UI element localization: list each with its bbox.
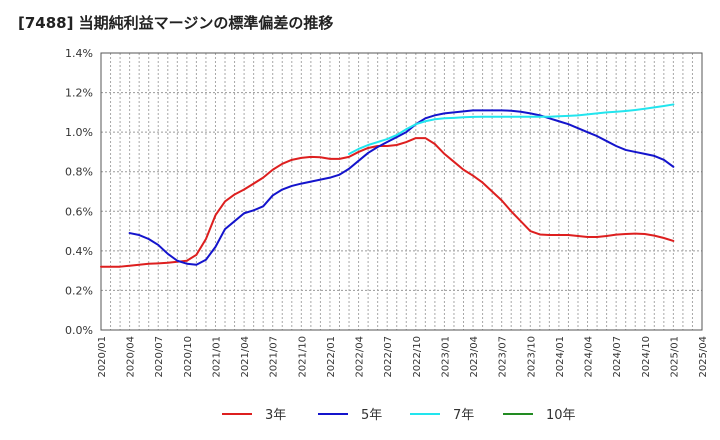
x-tick-label: 2023/04 (469, 336, 480, 378)
y-tick-label: 0.4% (65, 245, 93, 258)
x-tick-label: 2024/07 (612, 336, 623, 378)
legend-label-2: 7年 (453, 408, 474, 423)
series-line-2 (348, 103, 675, 155)
y-tick-label: 0.8% (65, 166, 93, 179)
x-tick-label: 2024/04 (584, 336, 595, 378)
x-tick-label: 2020/01 (97, 336, 108, 378)
x-tick-label: 2022/07 (383, 336, 394, 378)
chart-title: [7488] 当期純利益マージンの標準偏差の推移 (18, 14, 334, 32)
series-line-1 (128, 109, 675, 266)
legend-label-3: 10年 (546, 408, 576, 423)
series-line-0 (100, 137, 675, 268)
plot-background (101, 53, 702, 330)
axis-layer: 0.0% 0.2% 0.4% 0.6% 0.8% 1.0% 1.2% 1.4% 2020/01 2… (65, 47, 709, 378)
grid-layer (100, 52, 703, 331)
legend-label-1: 5年 (361, 408, 382, 423)
x-tick-label: 2024/01 (555, 336, 566, 378)
legend-label-0: 3年 (265, 408, 286, 423)
x-tick-label: 2023/07 (498, 336, 509, 378)
y-tick-label: 1.0% (65, 126, 93, 139)
x-tick-label: 2020/04 (126, 336, 137, 378)
series-layer (100, 103, 675, 268)
y-tick-label: 0.0% (65, 324, 93, 337)
x-tick-label: 2021/07 (269, 336, 280, 378)
x-tick-label: 2025/01 (669, 336, 680, 378)
x-tick-label: 2022/01 (326, 336, 337, 378)
y-tick-label: 1.2% (65, 87, 93, 100)
y-tick-label: 0.2% (65, 284, 93, 297)
x-tick-label: 2020/07 (154, 336, 165, 378)
x-tick-label: 2023/01 (440, 336, 451, 378)
x-tick-label: 2020/10 (183, 336, 194, 378)
y-tick-label: 1.4% (65, 47, 93, 60)
x-tick-label: 2021/01 (211, 336, 222, 378)
x-tick-label: 2025/04 (698, 336, 709, 378)
plot-frame (100, 52, 703, 331)
x-tick-label: 2024/10 (641, 336, 652, 378)
x-tick-label: 2021/04 (240, 336, 251, 378)
x-tick-label: 2022/10 (412, 336, 423, 378)
y-tick-label: 0.6% (65, 205, 93, 218)
x-tick-label: 2023/10 (526, 336, 537, 378)
x-tick-label: 2022/04 (355, 336, 366, 378)
x-tick-label: 2021/10 (297, 336, 308, 378)
legend-layer: 3年 5年 7年 10年 (222, 408, 576, 423)
